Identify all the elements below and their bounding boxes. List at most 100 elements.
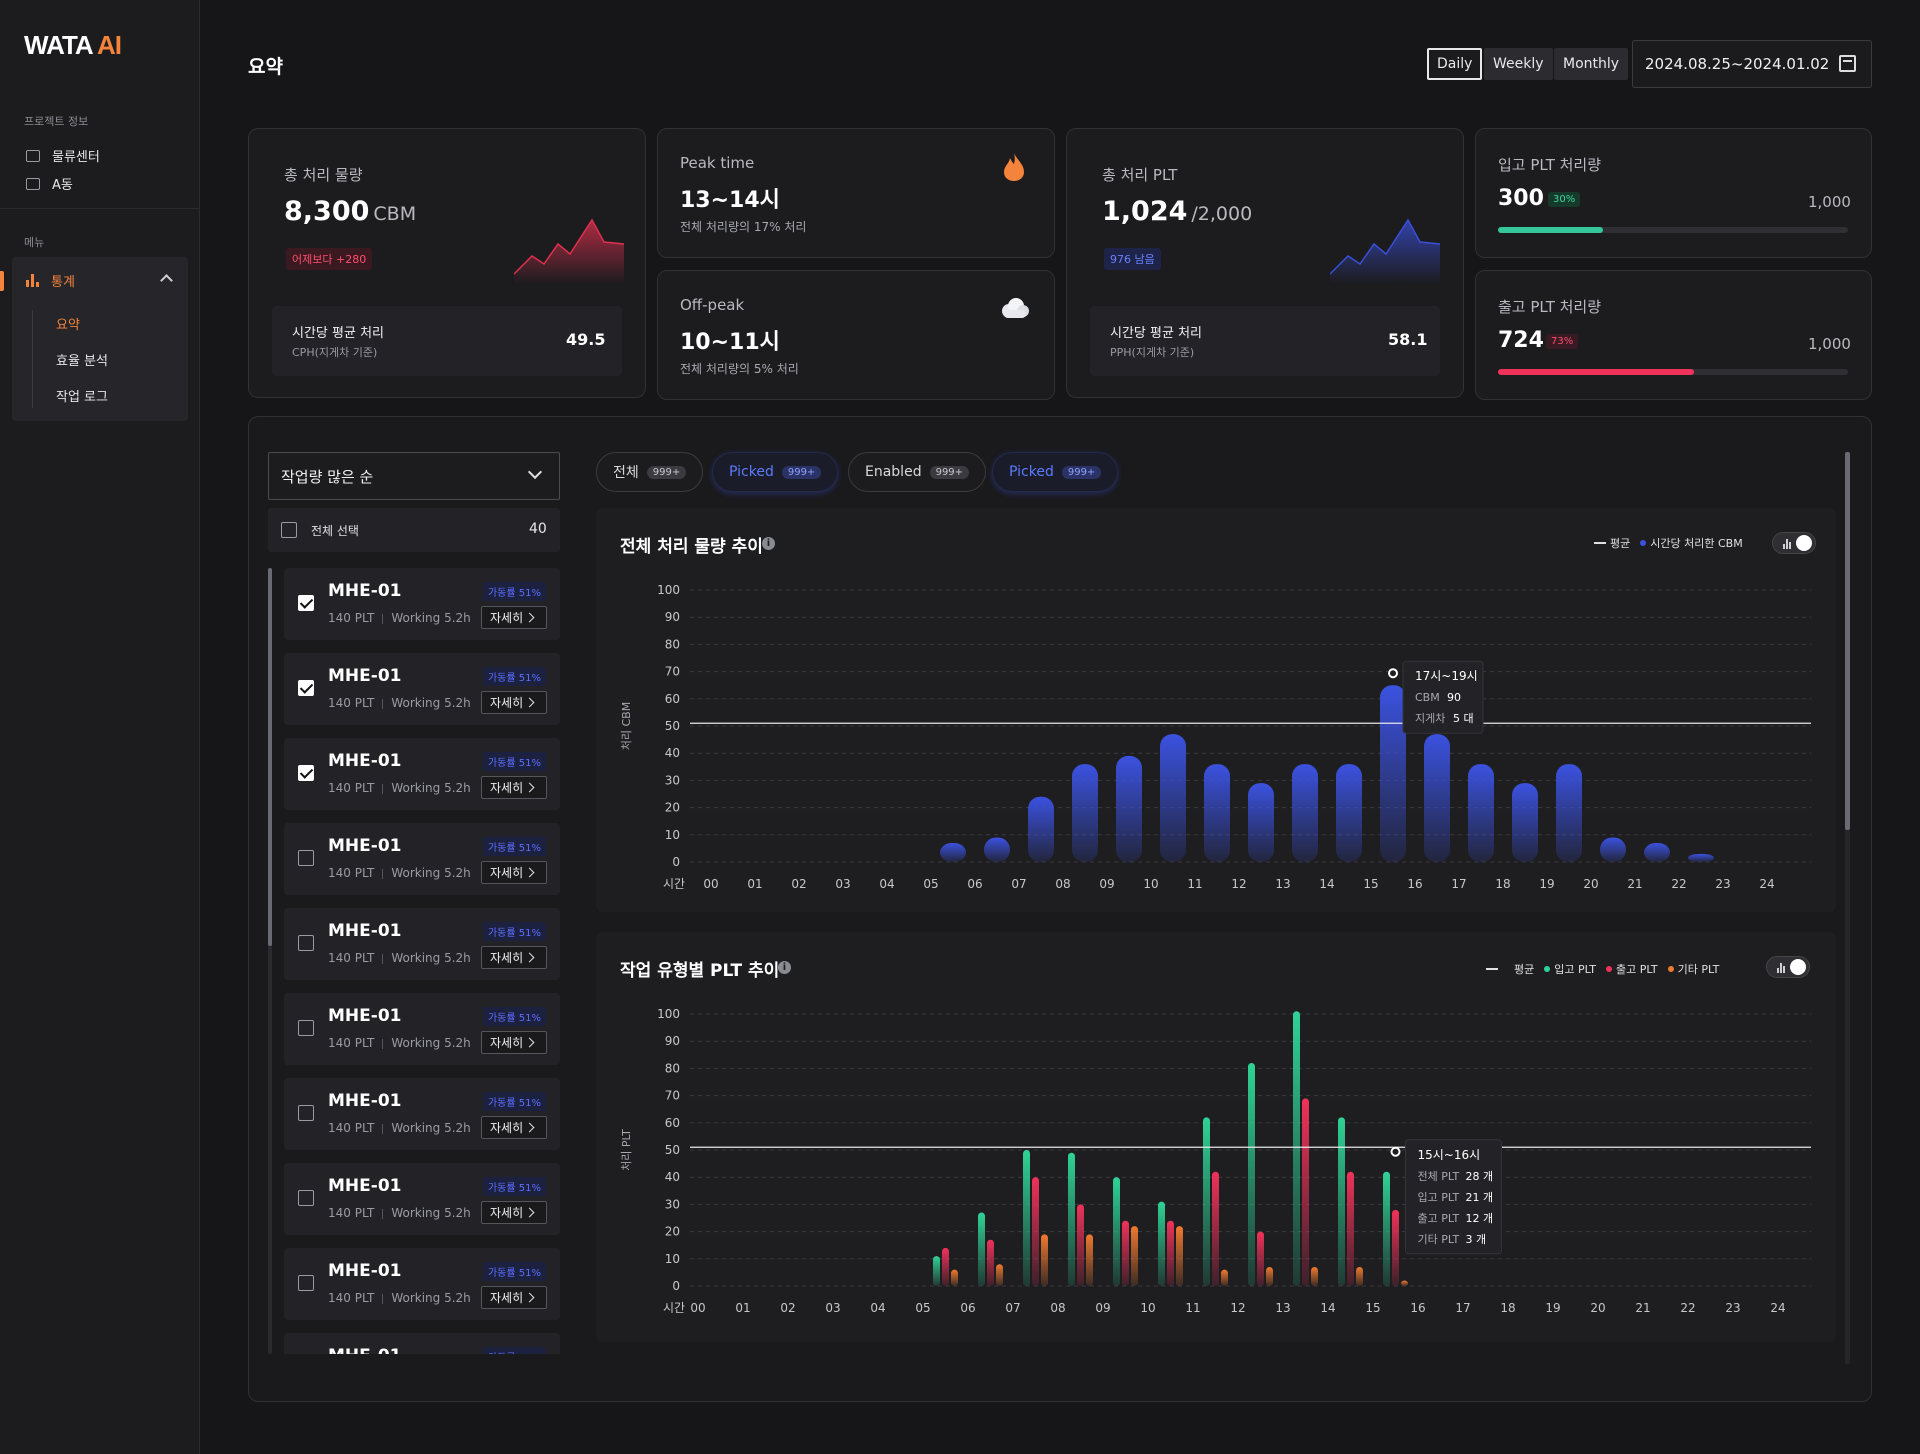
bar-출고-PLT[interactable] [1302, 1098, 1309, 1286]
bar-시간당-처리한-CBM[interactable] [1380, 685, 1406, 862]
mhe-checkbox[interactable] [298, 935, 314, 951]
detail-button[interactable]: 자세히 [481, 946, 547, 969]
bar-기타-PLT[interactable] [1356, 1266, 1363, 1286]
detail-button[interactable]: 자세히 [481, 691, 547, 714]
bar-시간당-처리한-CBM[interactable] [1424, 734, 1450, 862]
bar-입고-PLT[interactable] [1023, 1150, 1030, 1286]
bar-기타-PLT[interactable] [951, 1269, 958, 1286]
bar-시간당-처리한-CBM[interactable] [1512, 783, 1538, 862]
detail-button[interactable]: 자세히 [481, 861, 547, 884]
bar-시간당-처리한-CBM[interactable] [1116, 755, 1142, 862]
calendar-icon[interactable] [1839, 55, 1856, 72]
bar-시간당-처리한-CBM[interactable] [1072, 764, 1098, 862]
bar-출고-PLT[interactable] [1257, 1231, 1264, 1286]
bar-입고-PLT[interactable] [1203, 1117, 1210, 1286]
bar-시간당-처리한-CBM[interactable] [940, 842, 966, 862]
mhe-checkbox[interactable] [298, 1275, 314, 1291]
bar-입고-PLT[interactable] [1338, 1117, 1345, 1286]
detail-button[interactable]: 자세히 [481, 1031, 547, 1054]
list-scrollbar-thumb[interactable] [268, 568, 272, 946]
mhe-checkbox[interactable] [298, 1020, 314, 1036]
bar-입고-PLT[interactable] [1383, 1171, 1390, 1286]
bar-시간당-처리한-CBM[interactable] [1248, 783, 1274, 862]
period-daily-button[interactable]: Daily [1427, 48, 1483, 80]
bar-시간당-처리한-CBM[interactable] [1688, 853, 1714, 862]
mhe-checkbox[interactable] [298, 1190, 314, 1206]
bar-출고-PLT[interactable] [1347, 1171, 1354, 1286]
bar-입고-PLT[interactable] [1068, 1152, 1075, 1286]
filter-chip[interactable]: Enabled 999+ [848, 452, 987, 492]
bar-입고-PLT[interactable] [1113, 1177, 1120, 1286]
sidebar-item-summary[interactable]: 요약 [56, 318, 80, 333]
bar-기타-PLT[interactable] [1221, 1269, 1228, 1286]
bar-기타-PLT[interactable] [1176, 1226, 1183, 1286]
project-item-center[interactable]: 물류센터 [26, 146, 100, 165]
bar-기타-PLT[interactable] [1041, 1234, 1048, 1286]
bar-기타-PLT[interactable] [1401, 1280, 1408, 1286]
bar-출고-PLT[interactable] [942, 1247, 949, 1286]
bar-출고-PLT[interactable] [1032, 1177, 1039, 1286]
detail-button[interactable]: 자세히 [481, 1286, 547, 1309]
bar-시간당-처리한-CBM[interactable] [1600, 837, 1626, 862]
sidebar-item-worklog[interactable]: 작업 로그 [56, 390, 108, 405]
bar-시간당-처리한-CBM[interactable] [1556, 764, 1582, 862]
mhe-checkbox[interactable] [298, 595, 314, 611]
menu-group-statistics[interactable]: 통계 [26, 271, 75, 290]
bar-시간당-처리한-CBM[interactable] [1028, 796, 1054, 862]
date-range-picker[interactable]: 2024.08.25~2024.01.02 [1632, 40, 1872, 88]
plt-chart-toggle[interactable] [1766, 956, 1810, 978]
bar-시간당-처리한-CBM[interactable] [1468, 764, 1494, 862]
list-scrollbar-track[interactable] [268, 568, 272, 1354]
sort-dropdown[interactable]: 작업량 많은 순 [268, 452, 560, 500]
bar-입고-PLT[interactable] [978, 1212, 985, 1286]
bar-입고-PLT[interactable] [1293, 1011, 1300, 1286]
sidebar-item-efficiency[interactable]: 효율 분석 [56, 354, 108, 369]
detail-button[interactable]: 자세히 [481, 776, 547, 799]
mhe-checkbox[interactable] [298, 680, 314, 696]
bar-출고-PLT[interactable] [1122, 1220, 1129, 1286]
period-monthly-button[interactable]: Monthly [1554, 48, 1629, 80]
bar-기타-PLT[interactable] [1086, 1234, 1093, 1286]
content-scrollbar-thumb[interactable] [1845, 452, 1850, 830]
bar-입고-PLT[interactable] [1158, 1201, 1165, 1286]
bar-시간당-처리한-CBM[interactable] [1160, 734, 1186, 862]
bar-시간당-처리한-CBM[interactable] [1644, 842, 1670, 862]
logo[interactable]: WATA AI [24, 30, 122, 60]
content-scrollbar-track[interactable] [1845, 452, 1850, 1364]
detail-button[interactable]: 자세히 [481, 1201, 547, 1224]
detail-button[interactable]: 자세히 [481, 1116, 547, 1139]
bar-출고-PLT[interactable] [987, 1239, 994, 1286]
bar-기타-PLT[interactable] [1266, 1266, 1273, 1286]
period-weekly-button[interactable]: Weekly [1484, 48, 1553, 80]
mhe-checkbox[interactable] [298, 850, 314, 866]
bar-시간당-처리한-CBM[interactable] [1204, 764, 1230, 862]
filter-chip[interactable]: 전체 999+ [596, 452, 704, 492]
bar-출고-PLT[interactable] [1212, 1171, 1219, 1286]
bar-시간당-처리한-CBM[interactable] [984, 837, 1010, 862]
bar-시간당-처리한-CBM[interactable] [1336, 764, 1362, 862]
bar-입고-PLT[interactable] [933, 1256, 940, 1286]
bar-기타-PLT[interactable] [1311, 1266, 1318, 1286]
mhe-checkbox[interactable] [298, 1105, 314, 1121]
mhe-checkbox[interactable] [298, 765, 314, 781]
info-icon[interactable]: i [762, 537, 775, 550]
bar-입고-PLT[interactable] [1248, 1062, 1255, 1286]
bar-기타-PLT[interactable] [996, 1264, 1003, 1286]
bar-출고-PLT[interactable] [1167, 1220, 1174, 1286]
cbm-chart-toggle[interactable] [1772, 532, 1816, 554]
info-icon[interactable]: i [778, 961, 791, 974]
detail-button[interactable]: 자세히 [481, 606, 547, 629]
bar-기타-PLT[interactable] [1131, 1226, 1138, 1286]
project-item-building[interactable]: A동 [26, 174, 73, 193]
select-all-row[interactable] [268, 508, 560, 552]
select-all-checkbox[interactable] [281, 522, 297, 538]
